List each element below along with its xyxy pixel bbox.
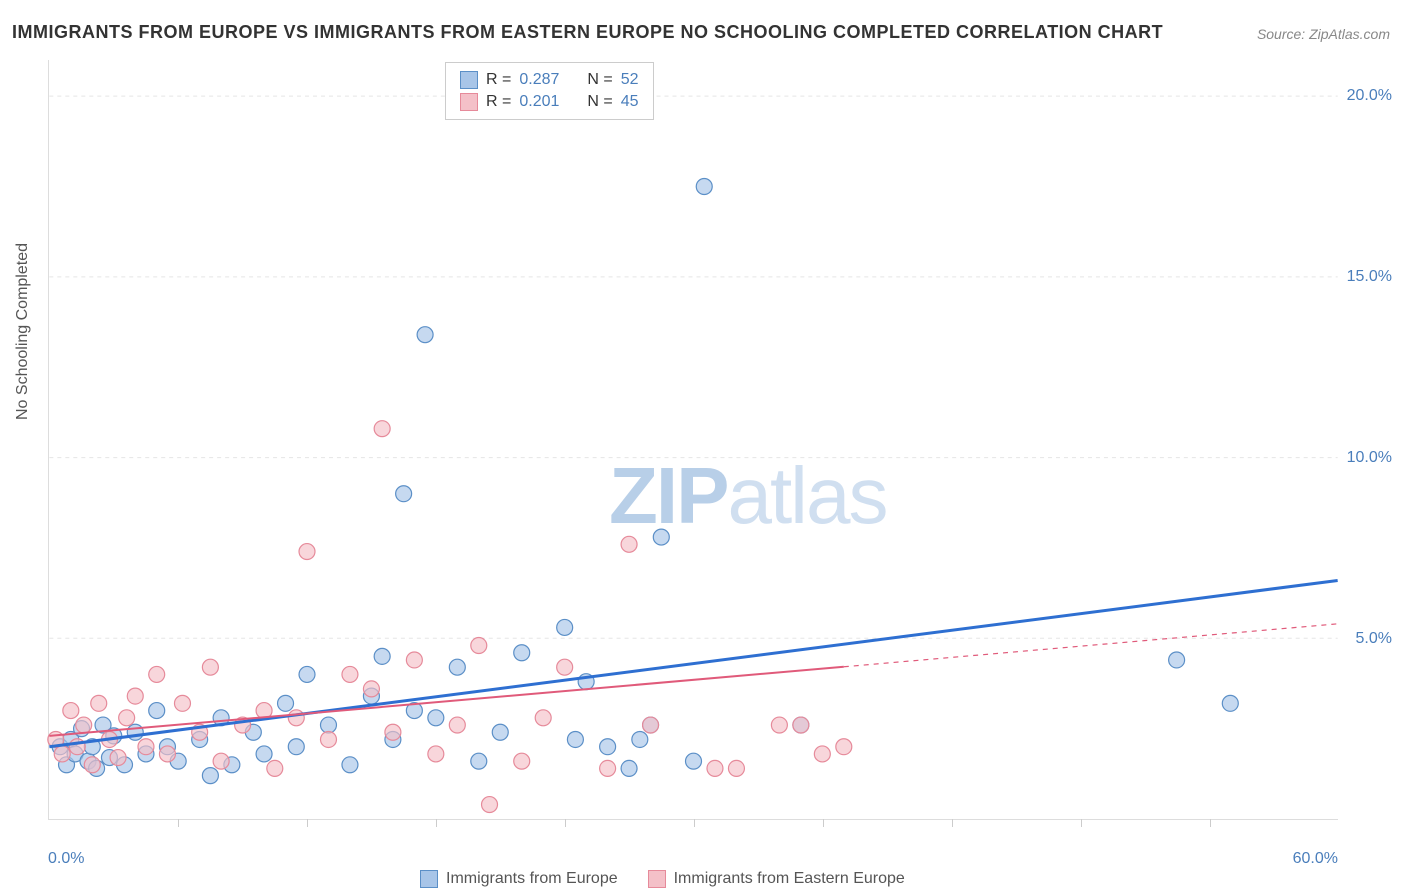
x-tick — [1210, 819, 1211, 827]
y-tick-label: 20.0% — [1347, 87, 1392, 105]
series-legend: Immigrants from Europe Immigrants from E… — [420, 870, 905, 888]
legend-item-europe: Immigrants from Europe — [420, 870, 618, 888]
y-tick-label: 15.0% — [1347, 268, 1392, 286]
r-label: R = — [486, 93, 511, 111]
y-tick-label: 5.0% — [1356, 630, 1392, 648]
correlation-legend: R = 0.287 N = 52 R = 0.201 N = 45 — [445, 62, 654, 120]
n-label: N = — [587, 93, 612, 111]
x-tick — [565, 819, 566, 827]
n-value-eastern: 45 — [621, 93, 639, 111]
source-label: Source: ZipAtlas.com — [1257, 26, 1390, 42]
x-tick — [307, 819, 308, 827]
legend-label-eastern: Immigrants from Eastern Europe — [674, 870, 905, 888]
x-tick — [694, 819, 695, 827]
swatch-europe — [460, 71, 478, 89]
legend-row-eastern: R = 0.201 N = 45 — [460, 91, 639, 113]
plot-area: ZIPatlas — [48, 60, 1338, 820]
x-tick — [823, 819, 824, 827]
scatter-chart — [49, 60, 1338, 819]
x-tick — [952, 819, 953, 827]
swatch-eastern — [460, 93, 478, 111]
r-label: R = — [486, 71, 511, 89]
legend-item-eastern: Immigrants from Eastern Europe — [648, 870, 905, 888]
legend-row-europe: R = 0.287 N = 52 — [460, 69, 639, 91]
swatch-eastern-icon — [648, 870, 666, 888]
y-tick-label: 10.0% — [1347, 449, 1392, 467]
r-value-eastern: 0.201 — [519, 93, 559, 111]
x-tick — [178, 819, 179, 827]
swatch-europe-icon — [420, 870, 438, 888]
n-label: N = — [587, 71, 612, 89]
chart-title: IMMIGRANTS FROM EUROPE VS IMMIGRANTS FRO… — [12, 22, 1163, 43]
legend-label-europe: Immigrants from Europe — [446, 870, 618, 888]
x-tick — [436, 819, 437, 827]
x-tick — [1081, 819, 1082, 827]
y-axis-label: No Schooling Completed — [14, 243, 32, 420]
n-value-europe: 52 — [621, 71, 639, 89]
r-value-europe: 0.287 — [519, 71, 559, 89]
